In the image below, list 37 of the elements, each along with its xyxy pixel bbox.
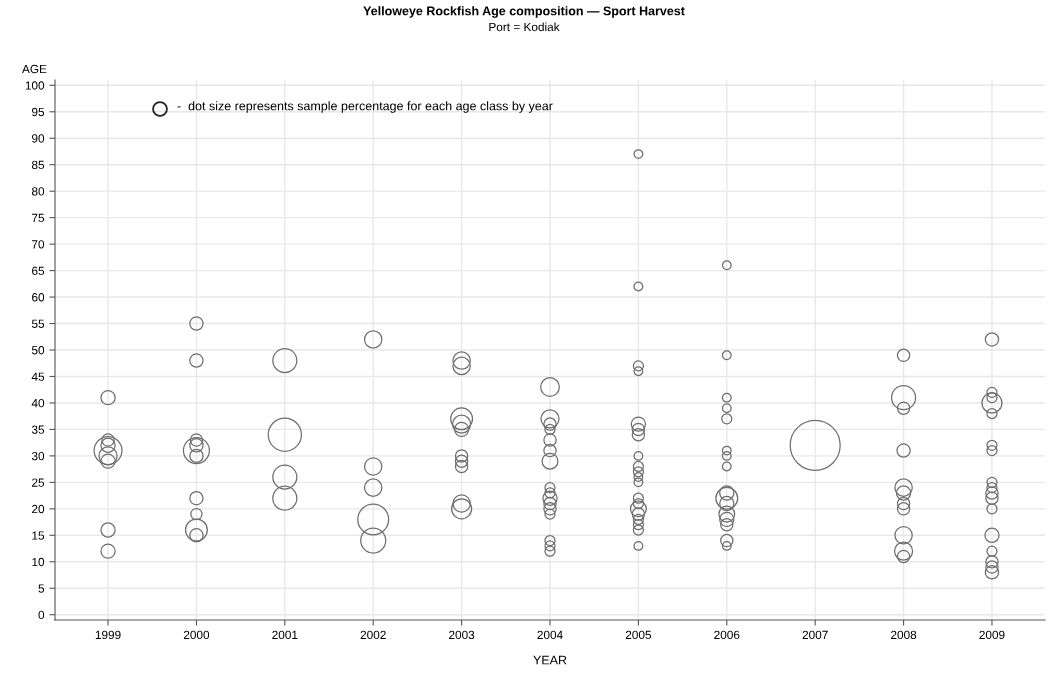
x-tick-label: 2004 (537, 630, 563, 640)
y-tick-label: 0 (38, 610, 45, 620)
chart-subtitle: Port = Kodiak (489, 22, 560, 32)
y-tick-label: 15 (32, 531, 45, 540)
y-tick-label: 95 (32, 107, 45, 117)
y-tick-label: 10 (32, 557, 45, 567)
y-tick-label: 45 (31, 372, 45, 381)
x-tick-label: 1999 (95, 630, 121, 640)
x-tick-label: 2001 (272, 630, 298, 640)
x-tick-label: 2003 (449, 630, 475, 640)
y-tick-label: 75 (32, 213, 45, 223)
x-tick-label: 2005 (625, 630, 652, 640)
y-tick-label: 35 (31, 425, 45, 434)
y-tick-label: 100 (25, 81, 45, 90)
y-tick-label: 5 (38, 584, 45, 593)
y-tick-label: 60 (32, 293, 45, 302)
y-tick-label: 30 (31, 451, 45, 461)
x-tick-label: 2009 (979, 630, 1005, 640)
y-tick-label: 50 (31, 346, 45, 355)
y-tick-label: 80 (31, 187, 45, 196)
y-tick-label: 25 (32, 478, 45, 487)
y-tick-label: 85 (31, 160, 45, 170)
y-tick-label: 65 (32, 266, 45, 275)
y-tick-label: 55 (31, 319, 45, 328)
y-tick-label: 40 (31, 398, 45, 408)
x-tick-label: 2000 (183, 630, 210, 640)
x-tick-label: 2006 (714, 630, 740, 640)
x-tick-label: 2008 (891, 630, 917, 640)
x-tick-label: 2007 (802, 630, 828, 640)
y-axis-title: AGE (22, 64, 47, 74)
x-tick-label: 2002 (360, 630, 386, 640)
y-tick-label: 90 (32, 134, 45, 143)
x-axis-title: YEAR (533, 655, 567, 665)
chart-title: Yelloweye Rockfish Age composition — Sport Harvest (363, 6, 685, 18)
y-tick-label: 20 (32, 504, 45, 514)
y-tick-label: 70 (32, 240, 45, 249)
annotation: - dot size represents sample percentage for each age class by year (177, 101, 553, 113)
